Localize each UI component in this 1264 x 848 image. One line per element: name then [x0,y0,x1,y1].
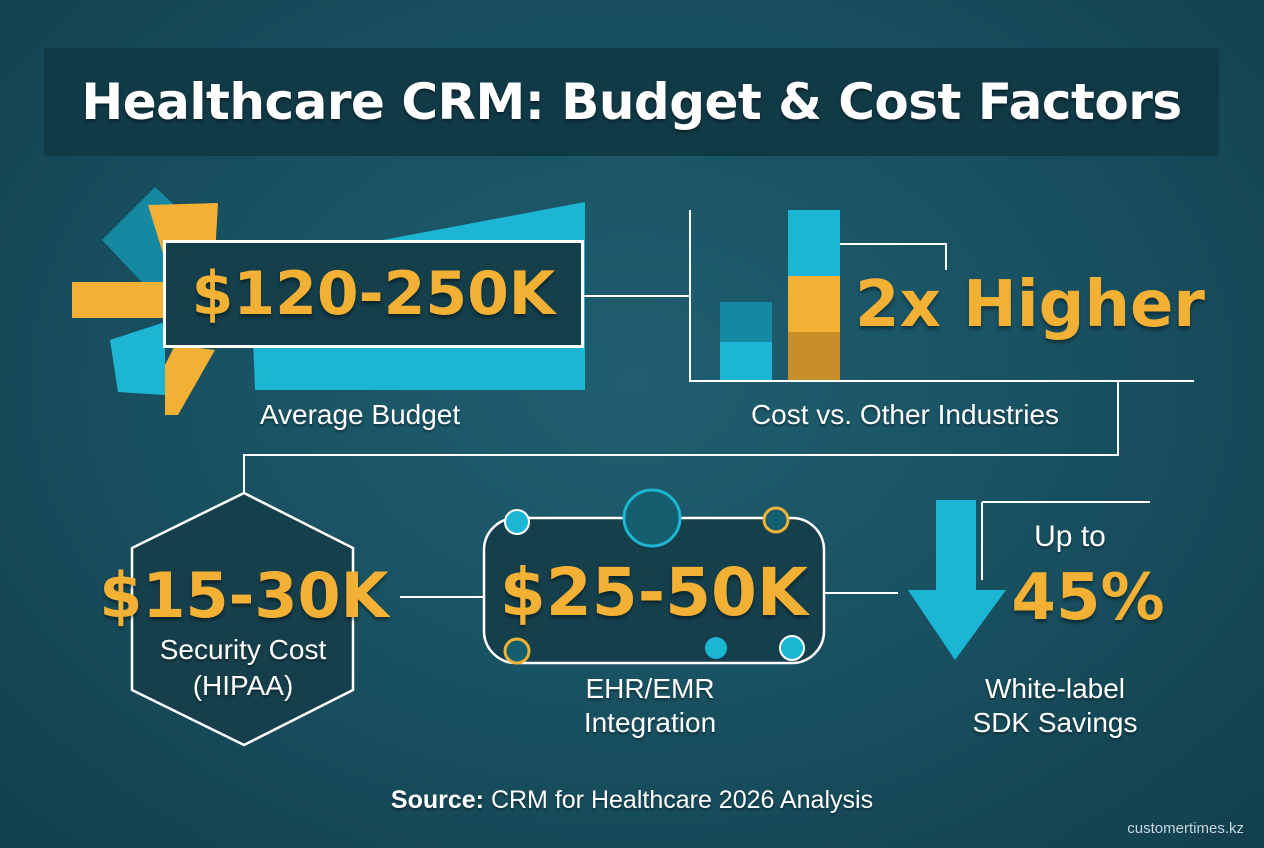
title-banner: Healthcare CRM: Budget & Cost Factors [44,48,1219,156]
security-label-line1: Security Cost [159,634,327,665]
comparison-chart [689,210,1194,382]
comparison-label: Cost vs. Other Industries [750,399,1060,430]
savings-prefix: Up to [1034,520,1106,553]
savings-value: 45% [1011,561,1165,635]
integration-label-line2: Integration [583,707,717,738]
credit-text: customertimes.kz [1127,820,1244,837]
savings-label-line2: SDK Savings [972,707,1138,738]
comparison-bars [720,210,840,380]
page-title: Healthcare CRM: Budget & Cost Factors [81,73,1182,131]
source-text: CRM for Healthcare 2026 Analysis [490,786,874,814]
budget-value: $120-250K [191,259,556,329]
integration-nodes [503,488,805,665]
integration-value: $25-50K [499,553,809,631]
source-prefix: Source: [390,786,484,814]
security-value: $15-30K [99,558,389,632]
integration-label-line1: EHR/EMR [585,673,715,704]
source-line: Source: CRM for Healthcare 2026 Analysis [0,786,1264,815]
budget-box: $120-250K [163,240,584,348]
savings-label-line1: White-label [984,673,1126,704]
security-label-line2: (HIPAA) [192,670,294,701]
comparison-value: 2x Higher [855,268,1205,342]
budget-label: Average Budget [259,399,461,430]
